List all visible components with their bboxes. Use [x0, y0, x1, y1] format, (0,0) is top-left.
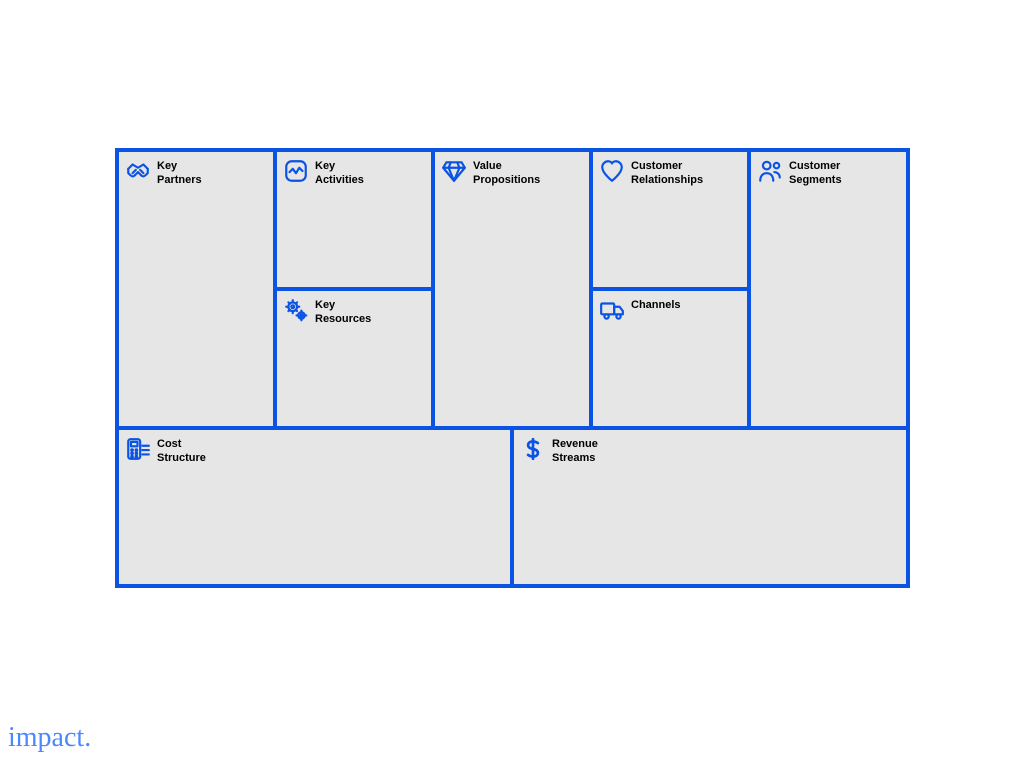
business-model-canvas: KeyPartners KeyActivities: [115, 148, 910, 588]
block-channels: Channels: [589, 287, 751, 430]
handshake-icon: [125, 158, 151, 184]
block-cost-structure: CostStructure: [115, 426, 514, 588]
heart-icon: [599, 158, 625, 184]
users-icon: [757, 158, 783, 184]
brand-logo: impact.: [8, 722, 91, 754]
block-label: CostStructure: [157, 436, 206, 466]
block-label: ValuePropositions: [473, 158, 540, 188]
block-label: Channels: [631, 297, 681, 313]
block-key-resources: KeyResources: [273, 287, 435, 430]
block-label: KeyPartners: [157, 158, 202, 188]
gears-icon: [283, 297, 309, 323]
block-key-partners: KeyPartners: [115, 148, 277, 430]
activity-icon: [283, 158, 309, 184]
block-revenue-streams: RevenueStreams: [510, 426, 910, 588]
block-customer-relationships: CustomerRelationships: [589, 148, 751, 291]
block-customer-segments: CustomerSegments: [747, 148, 910, 430]
block-key-activities: KeyActivities: [273, 148, 435, 291]
block-label: CustomerSegments: [789, 158, 842, 188]
block-label: KeyResources: [315, 297, 371, 327]
calculator-icon: [125, 436, 151, 462]
diamond-icon: [441, 158, 467, 184]
block-label: CustomerRelationships: [631, 158, 703, 188]
block-label: KeyActivities: [315, 158, 364, 188]
block-label: RevenueStreams: [552, 436, 598, 466]
dollar-icon: [520, 436, 546, 462]
truck-icon: [599, 297, 625, 323]
block-value-propositions: ValuePropositions: [431, 148, 593, 430]
